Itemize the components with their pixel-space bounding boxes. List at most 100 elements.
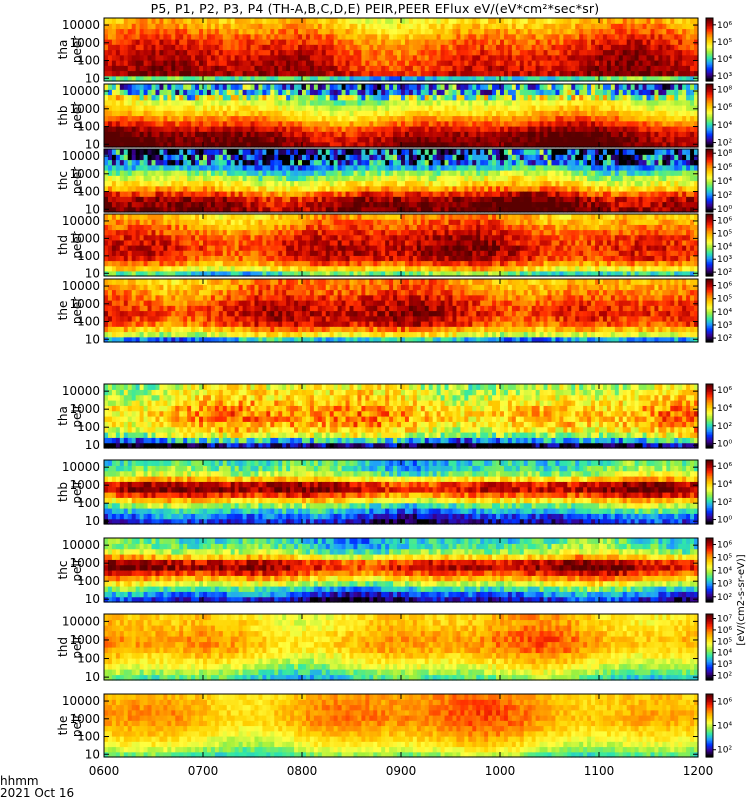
y-tick-label: 1000 xyxy=(69,231,100,245)
x-tick-label: 1200 xyxy=(683,764,714,778)
y-tick-label: 10 xyxy=(85,438,100,452)
colorbar-tick-label: 10² xyxy=(717,593,732,603)
colorbar-tick-label: 10² xyxy=(717,422,732,432)
colorbar-tick-label: 10⁶ xyxy=(717,462,732,472)
y-tick-label: 10 xyxy=(85,747,100,761)
colorbar-tick-label: 10⁶ xyxy=(717,103,732,113)
y-tick-label: 1000 xyxy=(69,297,100,311)
colorbar-tick-label: 10⁴ xyxy=(717,308,732,318)
colorbar-tick-label: 10⁴ xyxy=(717,121,732,131)
colorbar-frame xyxy=(705,537,714,603)
y-tick-label: 100 xyxy=(77,420,100,434)
y-tick-label: 10 xyxy=(85,332,100,346)
colorbar-tick-label: 10⁶ xyxy=(717,216,732,226)
colorbar-tick-label: 10² xyxy=(717,268,732,278)
panel-probe-label: the xyxy=(56,301,70,321)
y-tick-label: 1000 xyxy=(69,556,100,570)
y-tick-label: 1000 xyxy=(69,712,100,726)
panel-product-label: peir xyxy=(70,635,84,658)
y-tick-label: 10 xyxy=(85,71,100,85)
colorbar-tick-label: 10⁴ xyxy=(717,567,732,577)
y-tick-label: 10000 xyxy=(62,18,100,32)
panel-probe-label: thc xyxy=(56,561,70,580)
spectrogram-image xyxy=(104,538,699,603)
panel-probe-label: thc xyxy=(56,171,70,190)
colorbar: 10⁶ 10⁵ 10⁴ 10³ 10² xyxy=(705,278,732,344)
colorbar-tick-label: 10⁵ xyxy=(717,38,732,48)
colorbar-tick-label: 10⁷ xyxy=(717,615,732,625)
colorbar-tick-label: 10⁴ xyxy=(717,722,732,732)
panel-tha-peer: 10 100 1000 10000 tha peer 10⁶ 10⁵ 10⁴ 10³ xyxy=(56,17,732,85)
colorbar-tick-label: 10⁰ xyxy=(717,516,732,526)
spectrogram-image xyxy=(104,84,699,148)
colorbar-tick-label: 10⁴ xyxy=(717,55,732,65)
y-tick-label: 1000 xyxy=(69,36,100,50)
x-tick-label: 1000 xyxy=(485,764,516,778)
panel-probe-label: thd xyxy=(56,637,70,657)
y-tick-label: 10000 xyxy=(62,84,100,98)
panel-product-label: peir xyxy=(70,714,84,737)
colorbar-tick-label: 10³ xyxy=(717,72,732,82)
colorbar-tick-label: 10⁵ xyxy=(717,637,732,647)
colorbar-frame xyxy=(705,613,714,681)
colorbar-frame xyxy=(705,213,714,277)
y-tick-label: 10000 xyxy=(62,384,100,398)
colorbar-tick-label: 10⁴ xyxy=(717,649,732,659)
colorbar-tick-label: 10⁴ xyxy=(717,177,732,187)
colorbar-tick-label: 10⁴ xyxy=(717,404,732,414)
panel-thb-peer: 10 100 1000 10000 thb peer 10⁸ 10⁶ 10⁴ 10² xyxy=(56,83,732,151)
y-tick-label: 100 xyxy=(77,574,100,588)
colorbar-tick-label: 10⁵ xyxy=(717,554,732,564)
colorbar-tick-label: 10⁶ xyxy=(717,163,732,173)
time-units-label: hhmm xyxy=(0,774,39,788)
y-tick-label: 1000 xyxy=(69,478,100,492)
colorbar-tick-label: 10⁶ xyxy=(717,626,732,636)
panel-tha-peir: 10 100 1000 10000 tha peir 10⁶ 10⁴ 10² 10⁰ xyxy=(56,383,732,452)
colorbar-tick-label: 10³ xyxy=(717,321,732,331)
panel-probe-label: thb xyxy=(56,482,70,502)
colorbar-tick-label: 10³ xyxy=(717,660,732,670)
panel-probe-label: tha xyxy=(56,406,70,426)
panel-the-peer: 10 100 1000 10000 the peer 10⁶ 10⁵ 10⁴ 10³ 10² xyxy=(56,278,732,346)
panel-probe-label: the xyxy=(56,716,70,736)
panel-probe-label: thb xyxy=(56,106,70,126)
spectrogram-image xyxy=(104,694,699,758)
colorbar-frame xyxy=(705,383,714,449)
y-tick-label: 10 xyxy=(85,592,100,606)
panel-the-peir: 10 100 1000 10000 the peir 10⁶ 10⁴ 10² xyxy=(56,693,732,761)
colorbar-tick-label: 10² xyxy=(717,498,732,508)
panel-product-label: peir xyxy=(70,558,84,581)
colorbar-frame xyxy=(705,17,714,82)
y-tick-label: 10 xyxy=(85,514,100,528)
y-tick-label: 100 xyxy=(77,315,100,329)
colorbar-frame xyxy=(705,459,714,525)
y-tick-label: 10000 xyxy=(62,614,100,628)
y-tick-label: 10 xyxy=(85,266,100,280)
y-tick-label: 100 xyxy=(77,496,100,510)
colorbar-tick-label: 10⁶ xyxy=(717,21,732,31)
colorbar-tick-label: 10² xyxy=(717,746,732,756)
colorbar-tick-label: 10⁶ xyxy=(717,697,732,707)
panel-product-label: peer xyxy=(70,297,84,324)
colorbar-tick-label: 10⁶ xyxy=(717,282,732,292)
panel-probe-label: tha xyxy=(56,40,70,60)
y-tick-label: 10 xyxy=(85,202,100,216)
x-tick-label: 0900 xyxy=(386,764,417,778)
panel-thc-peer: 10 100 1000 10000 thc peer 10⁸ 10⁶ 10⁴ 10² 10⁰ xyxy=(56,148,732,216)
colorbar-tick-label: 10⁴ xyxy=(717,242,732,252)
panel-product-label: peir xyxy=(70,480,84,503)
colorbar-tick-label: 10⁶ xyxy=(717,386,732,396)
panel-product-label: peir xyxy=(70,404,84,427)
spectrogram-image xyxy=(104,279,699,343)
date-label: 2021 Oct 16 xyxy=(0,786,75,800)
y-tick-label: 100 xyxy=(77,730,100,744)
panel-thc-peir: 10 100 1000 10000 thc peir 10⁶ 10⁵ 10⁴ 10³ 10² xyxy=(56,537,732,606)
panel-product-label: peer xyxy=(70,102,84,129)
y-tick-label: 1000 xyxy=(69,102,100,116)
colorbar: 10⁶ 10⁵ 10⁴ 10³ 10² xyxy=(705,213,732,278)
colorbar: 10⁶ 10⁴ 10² xyxy=(705,693,732,758)
panel-thb-peir: 10 100 1000 10000 thb peir 10⁶ 10⁴ 10² 10⁰ xyxy=(56,459,732,528)
y-tick-label: 10000 xyxy=(62,460,100,474)
